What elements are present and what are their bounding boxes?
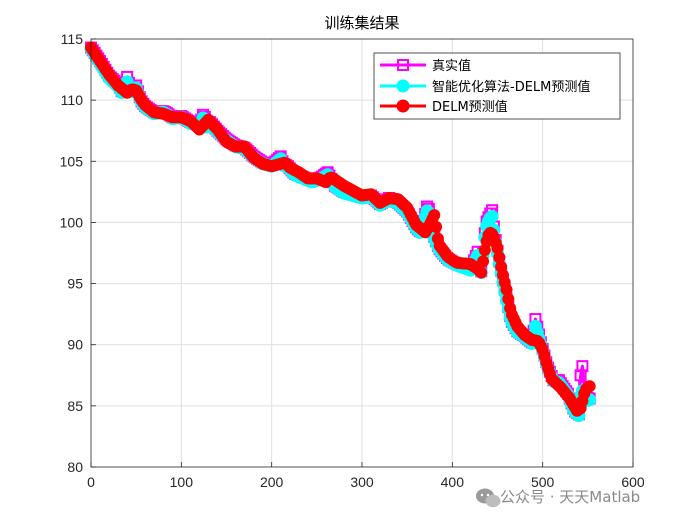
data-point bbox=[428, 209, 441, 222]
tick-marks bbox=[90, 38, 634, 468]
chart-title: 训练集结果 bbox=[324, 14, 399, 32]
series-layer bbox=[84, 41, 597, 423]
x-tick-label: 600 bbox=[621, 474, 645, 490]
legend-item-delm: DELM预测值 bbox=[380, 99, 508, 115]
data-point bbox=[430, 220, 443, 233]
y-tick-label: 115 bbox=[61, 31, 84, 47]
legend: 真实值 智能优化算法-DELM预测值 DELM预测值 bbox=[373, 52, 621, 120]
wechat-icon bbox=[476, 488, 501, 508]
y-tick-label: 95 bbox=[67, 276, 83, 292]
legend-label-delm: DELM预测值 bbox=[432, 99, 508, 115]
x-tick-label: 300 bbox=[350, 474, 374, 490]
watermark: 公众号 · 天天Matlab bbox=[476, 488, 640, 508]
y-tick-label: 90 bbox=[67, 337, 83, 353]
legend-item-optimized: 智能优化算法-DELM预测值 bbox=[380, 79, 590, 95]
legend-item-true: 真实值 bbox=[380, 58, 471, 74]
data-point bbox=[583, 380, 596, 393]
legend-label-true: 真实值 bbox=[432, 58, 471, 74]
y-tick-label: 105 bbox=[60, 153, 84, 169]
data-point bbox=[475, 266, 488, 279]
data-point bbox=[477, 255, 490, 268]
x-tick-label: 100 bbox=[170, 474, 194, 490]
y-tick-label: 100 bbox=[60, 214, 84, 230]
x-tick-label: 0 bbox=[87, 474, 95, 490]
data-point bbox=[485, 209, 499, 223]
legend-label-optimized: 智能优化算法-DELM预测值 bbox=[432, 79, 590, 95]
y-tick-label: 80 bbox=[67, 459, 83, 475]
x-tick-label: 400 bbox=[441, 474, 465, 490]
series-3 bbox=[85, 41, 596, 417]
watermark-text: 公众号 · 天天Matlab bbox=[500, 488, 640, 506]
tick-labels: 0 100 200 300 400 500 600 80 85 90 95 100 105 110 115 bbox=[60, 31, 645, 490]
y-tick-label: 110 bbox=[61, 92, 84, 108]
y-tick-label: 85 bbox=[67, 398, 83, 414]
data-point bbox=[576, 360, 589, 373]
x-tick-label: 200 bbox=[260, 474, 284, 490]
x-tick-label: 500 bbox=[531, 474, 555, 490]
